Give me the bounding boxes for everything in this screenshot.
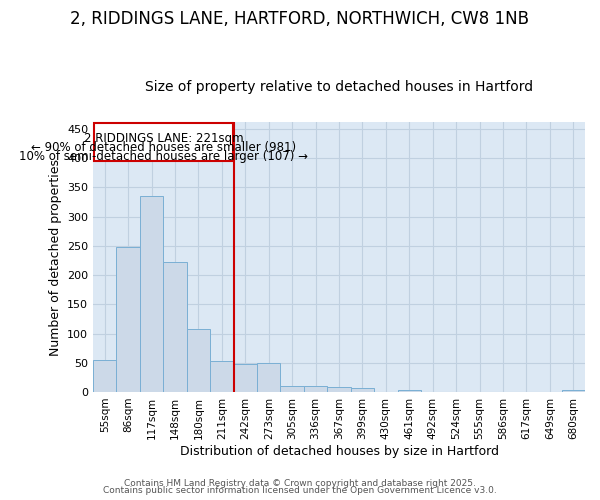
Bar [328,388,351,392]
Text: 2, RIDDINGS LANE, HARTFORD, NORTHWICH, CW8 1NB: 2, RIDDINGS LANE, HARTFORD, NORTHWICH, C… [71,10,530,28]
FancyBboxPatch shape [94,123,233,160]
X-axis label: Distribution of detached houses by size in Hartford: Distribution of detached houses by size … [179,444,499,458]
Text: 10% of semi-detached houses are larger (107) →: 10% of semi-detached houses are larger (… [19,150,308,162]
Bar [187,329,210,392]
Bar [233,364,257,392]
Bar [210,361,233,392]
Bar [163,262,187,392]
Bar [140,196,163,392]
Bar [304,386,328,392]
Title: Size of property relative to detached houses in Hartford: Size of property relative to detached ho… [145,80,533,94]
Bar [257,364,280,392]
Text: ← 90% of detached houses are smaller (981): ← 90% of detached houses are smaller (98… [31,141,296,154]
Text: Contains public sector information licensed under the Open Government Licence v3: Contains public sector information licen… [103,486,497,495]
Text: 2 RIDDINGS LANE: 221sqm: 2 RIDDINGS LANE: 221sqm [83,132,243,145]
Text: Contains HM Land Registry data © Crown copyright and database right 2025.: Contains HM Land Registry data © Crown c… [124,478,476,488]
Bar [351,388,374,392]
Bar [562,390,585,392]
Bar [116,247,140,392]
Bar [93,360,116,392]
Bar [280,386,304,392]
Y-axis label: Number of detached properties: Number of detached properties [49,158,62,356]
Bar [398,390,421,392]
